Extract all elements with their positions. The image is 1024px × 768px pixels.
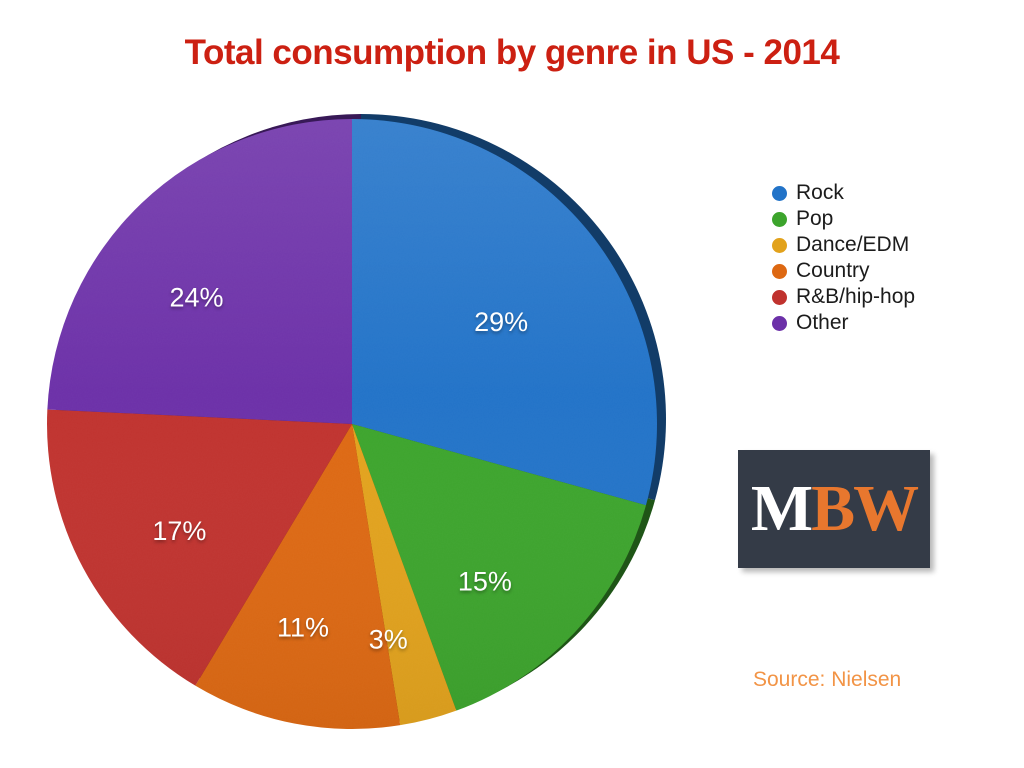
pie-label-country: 11%	[277, 613, 329, 643]
pie-grain-texture	[47, 119, 657, 729]
legend-swatch-r-b-hip-hop	[772, 289, 787, 305]
pie-label-r-b-hip-hop: 17%	[152, 516, 206, 546]
pie-label-other: 24%	[170, 283, 224, 313]
mbw-logo: M BW	[738, 450, 930, 568]
legend-swatch-other	[772, 315, 787, 331]
source-note: Source: Nielsen	[753, 668, 902, 691]
chart-title: Total consumption by genre in US - 2014	[184, 33, 840, 72]
legend-item-dance-edm: Dance/EDM	[772, 232, 915, 258]
legend-label-dance-edm: Dance/EDM	[796, 233, 910, 256]
legend-label-pop: Pop	[796, 207, 834, 230]
legend-item-rock: Rock	[772, 180, 915, 206]
legend-swatch-country	[772, 263, 787, 279]
legend-swatch-dance-edm	[772, 237, 787, 253]
legend-item-country: Country	[772, 258, 915, 284]
legend: Rock Pop Dance/EDM Country R&B/hip-hop Other	[772, 180, 915, 336]
pie-label-rock: 29%	[474, 307, 528, 337]
mbw-logo-letter-m: M	[750, 472, 813, 545]
mbw-logo-letters-bw: BW	[811, 472, 919, 545]
legend-item-other: Other	[772, 310, 915, 336]
legend-label-country: Country	[796, 259, 870, 282]
legend-label-rock: Rock	[796, 181, 844, 204]
legend-label-r-b-hip-hop: R&B/hip-hop	[796, 285, 916, 308]
legend-item-pop: Pop	[772, 206, 915, 232]
pie-label-dance-edm: 3%	[369, 625, 408, 655]
legend-label-other: Other	[796, 311, 849, 334]
legend-swatch-rock	[772, 185, 787, 201]
pie-label-pop: 15%	[458, 567, 512, 597]
legend-item-r-b-hip-hop: R&B/hip-hop	[772, 284, 915, 310]
legend-swatch-pop	[772, 211, 787, 227]
